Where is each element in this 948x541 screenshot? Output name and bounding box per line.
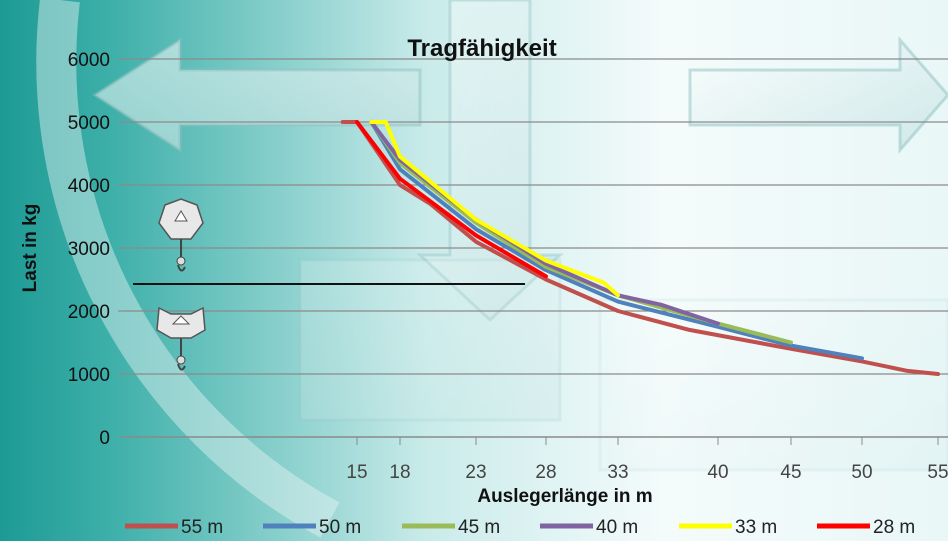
series-line-50-m [369,120,864,361]
y-axis-ticks: 0 1000 2000 3000 4000 5000 6000 [68,50,125,449]
series-line-40-m [369,120,720,326]
y-tick-label: 1000 [68,365,110,386]
x-tick-label: 23 [465,462,486,483]
x-tick-label: 28 [535,462,556,483]
series-line-28-m [355,120,548,279]
legend: 55 m 50 m 45 m 40 m 33 m 28 m [125,517,915,538]
y-tick-label: 3000 [68,239,110,260]
x-axis-label: Auslegerlänge in m [477,486,652,507]
double-hook-icon [156,306,206,371]
y-tick-label: 5000 [68,113,110,134]
series-line-45-m [369,120,793,345]
legend-label: 45 m [458,517,500,538]
series-line-33-m [369,120,620,298]
x-tick-label: 55 [927,462,948,483]
y-tick-label: 4000 [68,176,110,197]
single-hook-icon [158,198,204,272]
x-tick-label: 33 [607,462,628,483]
y-tick-label: 0 [99,428,110,449]
legend-label: 50 m [319,517,361,538]
y-axis-label: Last in kg [20,204,41,293]
x-tick-label: 15 [346,462,367,483]
legend-label: 55 m [181,517,223,538]
x-axis-ticks: 15 18 23 28 33 40 45 50 55 [346,437,948,483]
chart-title: Tragfähigkeit [407,35,556,62]
x-tick-label: 18 [389,462,410,483]
x-tick-label: 40 [707,462,728,483]
legend-label: 33 m [735,517,777,538]
y-tick-label: 6000 [68,50,110,71]
x-tick-label: 50 [851,462,872,483]
legend-label: 40 m [596,517,638,538]
x-tick-label: 45 [780,462,801,483]
series-lines [340,120,940,376]
legend-label: 28 m [873,517,915,538]
y-tick-label: 2000 [68,302,110,323]
gridlines [125,58,948,375]
series-line-55-m [340,120,940,376]
